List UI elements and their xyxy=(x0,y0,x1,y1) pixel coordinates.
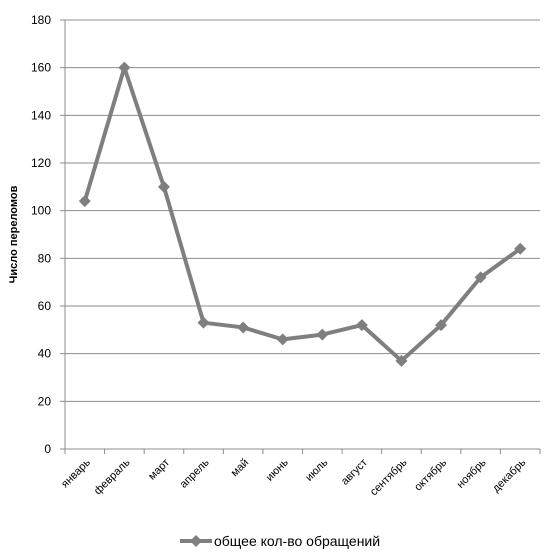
y-tick-label: 120 xyxy=(31,156,51,170)
x-tick-label: июнь xyxy=(264,456,291,483)
data-point-marker xyxy=(118,61,131,74)
y-tick-label: 0 xyxy=(44,442,51,456)
data-point-marker xyxy=(514,242,527,255)
x-tick-label: август xyxy=(339,457,370,488)
x-tick-label: декабрь xyxy=(490,456,528,494)
y-tick-label: 60 xyxy=(38,299,52,313)
y-tick-label: 100 xyxy=(31,204,51,218)
series-line xyxy=(82,65,522,363)
x-tick-label: май xyxy=(229,457,252,480)
data-point-marker xyxy=(237,321,250,334)
y-tick-label: 40 xyxy=(38,347,52,361)
x-tick-label: сентябрь xyxy=(368,456,410,498)
x-tick-label: октябрь xyxy=(412,456,449,493)
data-point-marker xyxy=(197,316,210,329)
data-point-marker xyxy=(276,333,289,346)
x-tick-label: январь xyxy=(59,456,93,490)
x-tick-label: апрель xyxy=(178,456,212,490)
data-point-marker xyxy=(435,319,448,332)
data-point-marker xyxy=(474,271,487,284)
axes xyxy=(60,19,541,454)
legend: общее кол-во обращений xyxy=(180,533,380,549)
legend-label: общее кол-во обращений xyxy=(214,533,380,549)
data-point-marker xyxy=(316,328,329,341)
data-point-marker xyxy=(355,319,368,332)
x-tick-label: февраль xyxy=(92,456,133,497)
data-point-marker xyxy=(78,195,91,208)
y-tick-label: 20 xyxy=(38,394,52,408)
y-tick-label: 140 xyxy=(31,108,51,122)
data-point-marker xyxy=(157,180,170,193)
data-point-marker xyxy=(395,354,408,367)
y-tick-label: 80 xyxy=(38,251,52,265)
y-tick-labels: 0 20 40 60 80 100 120 140 160 180 xyxy=(31,13,51,456)
x-tick-label: март xyxy=(146,457,172,483)
y-axis-label: Число переломов xyxy=(8,185,20,283)
series-group xyxy=(78,61,527,367)
x-tick-label: ноябрь xyxy=(455,456,489,490)
gridlines xyxy=(65,19,540,402)
y-tick-label: 160 xyxy=(31,61,51,75)
y-tick-label: 180 xyxy=(31,13,51,27)
x-tick-label: июль xyxy=(303,456,330,483)
legend-marker xyxy=(190,535,202,547)
